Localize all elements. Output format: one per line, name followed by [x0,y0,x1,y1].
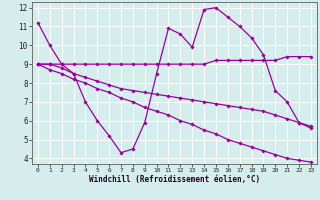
X-axis label: Windchill (Refroidissement éolien,°C): Windchill (Refroidissement éolien,°C) [89,175,260,184]
